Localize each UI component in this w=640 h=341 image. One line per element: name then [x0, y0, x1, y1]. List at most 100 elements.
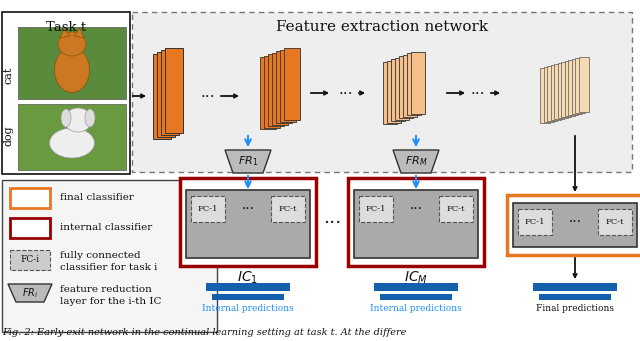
Text: ···: ··· — [410, 202, 422, 216]
Bar — [354, 190, 478, 258]
Text: cat: cat — [4, 66, 14, 84]
Text: layer for the i-th IC: layer for the i-th IC — [60, 297, 161, 306]
Bar — [10, 188, 50, 208]
Bar — [572, 59, 582, 114]
Bar — [533, 283, 617, 291]
Text: FC-t: FC-t — [447, 205, 465, 213]
Bar — [153, 54, 171, 138]
Bar — [568, 59, 578, 115]
Bar — [359, 196, 393, 222]
Bar — [579, 57, 589, 112]
Text: FC-1: FC-1 — [365, 205, 387, 213]
Text: FC-t: FC-t — [279, 205, 297, 213]
Text: ···: ··· — [241, 202, 255, 216]
Ellipse shape — [64, 108, 92, 132]
Bar — [550, 64, 561, 119]
Bar — [575, 58, 585, 113]
Bar — [157, 51, 175, 136]
Bar — [165, 47, 183, 133]
Polygon shape — [74, 28, 84, 38]
Bar — [380, 294, 452, 300]
Bar — [561, 61, 571, 117]
Text: Internal predictions: Internal predictions — [370, 304, 462, 313]
Text: FC-1: FC-1 — [525, 218, 545, 226]
Text: $FR_M$: $FR_M$ — [404, 154, 428, 168]
Bar — [10, 218, 50, 238]
Text: internal classifier: internal classifier — [60, 223, 152, 233]
Text: Internal predictions: Internal predictions — [202, 304, 294, 313]
Bar — [557, 62, 568, 118]
Polygon shape — [225, 150, 271, 173]
Bar — [186, 190, 310, 258]
Text: classifier for task i: classifier for task i — [60, 263, 157, 271]
Ellipse shape — [49, 128, 95, 158]
Bar — [161, 49, 179, 134]
Text: dog: dog — [4, 126, 14, 146]
Text: $FR_1$: $FR_1$ — [238, 154, 258, 168]
Bar — [391, 59, 405, 121]
Bar — [598, 209, 632, 235]
Text: FC-1: FC-1 — [198, 205, 218, 213]
Bar — [383, 62, 397, 124]
Bar — [539, 294, 611, 300]
Bar — [272, 53, 288, 124]
Bar — [18, 27, 126, 99]
Text: final classifier: final classifier — [60, 193, 134, 203]
Bar — [387, 60, 401, 122]
Ellipse shape — [61, 109, 71, 127]
Text: ···: ··· — [201, 90, 215, 104]
Bar — [399, 56, 413, 118]
Text: ···: ··· — [568, 215, 582, 229]
Bar — [132, 12, 632, 172]
Polygon shape — [60, 28, 70, 38]
Bar — [395, 58, 409, 119]
Text: Fig. 2: Early-exit network in the continual learning setting at task t. At the d: Fig. 2: Early-exit network in the contin… — [2, 328, 406, 337]
Polygon shape — [393, 150, 439, 173]
Bar — [264, 56, 280, 128]
Bar — [554, 63, 564, 119]
Text: ···: ··· — [339, 87, 353, 101]
Text: Feature extraction network: Feature extraction network — [276, 20, 488, 34]
Text: feature reduction: feature reduction — [60, 285, 152, 295]
Bar — [407, 53, 421, 115]
Text: Task t: Task t — [46, 21, 86, 34]
Bar — [284, 48, 300, 120]
Bar — [513, 203, 637, 247]
Bar — [518, 209, 552, 235]
Bar — [280, 49, 296, 121]
Bar — [206, 283, 290, 291]
Text: $FR_i$: $FR_i$ — [22, 286, 38, 300]
Bar — [2, 180, 217, 332]
Bar — [271, 196, 305, 222]
Bar — [540, 68, 550, 122]
Bar — [547, 65, 557, 120]
Bar — [18, 104, 126, 170]
Polygon shape — [8, 284, 52, 302]
Bar — [403, 55, 417, 117]
Text: $IC_M$: $IC_M$ — [404, 270, 428, 286]
Bar — [268, 54, 284, 126]
Text: Final predictions: Final predictions — [536, 304, 614, 313]
Bar — [564, 60, 575, 116]
Text: $IC_1$: $IC_1$ — [237, 270, 259, 286]
Bar — [2, 12, 130, 174]
Bar — [543, 66, 554, 121]
Text: ···: ··· — [470, 87, 485, 101]
Bar — [439, 196, 473, 222]
Text: fully connected: fully connected — [60, 252, 141, 261]
Text: FC-i: FC-i — [20, 255, 40, 265]
Bar — [348, 178, 484, 266]
Bar — [411, 51, 425, 114]
Bar — [10, 250, 50, 270]
Bar — [260, 57, 276, 129]
Ellipse shape — [58, 32, 86, 56]
Bar — [374, 283, 458, 291]
Bar — [191, 196, 225, 222]
Bar — [507, 195, 640, 255]
Text: ···: ··· — [323, 214, 341, 232]
Bar — [276, 51, 292, 123]
Bar — [180, 178, 316, 266]
Bar — [212, 294, 284, 300]
Text: FC-t: FC-t — [605, 218, 624, 226]
Ellipse shape — [85, 109, 95, 127]
